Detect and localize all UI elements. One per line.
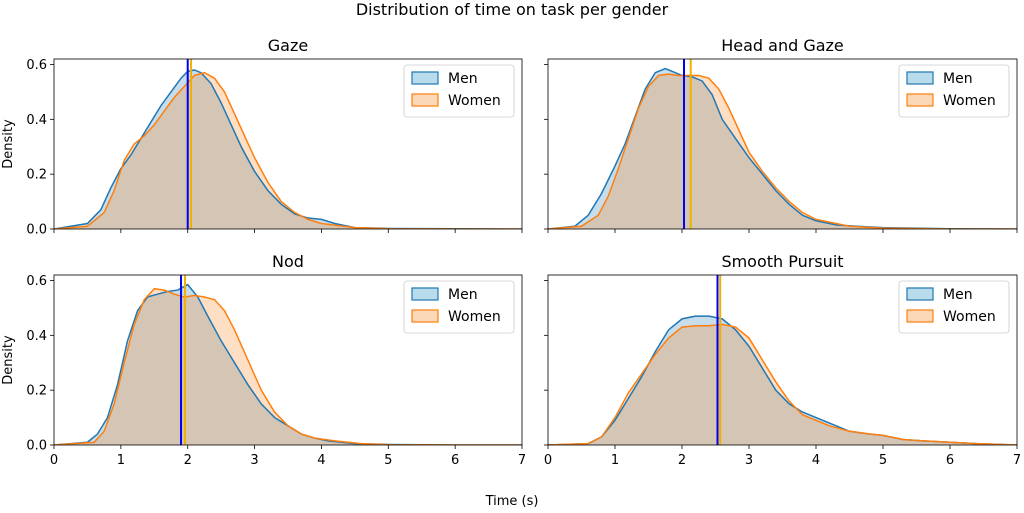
y-tick-label: 0.6: [26, 58, 47, 73]
plot-frame: [53, 274, 523, 446]
legend-swatch-men: [906, 287, 934, 301]
figure-title: Distribution of time on task per gender: [356, 0, 669, 19]
density-area-women: [548, 74, 1017, 229]
density-line-women: [548, 73, 1017, 229]
legend-label-women: Women: [943, 93, 996, 109]
legend: Men Women: [898, 280, 1010, 334]
legend-swatch-women: [411, 309, 439, 323]
x-tick-label: 7: [518, 453, 526, 468]
x-tick-label: 1: [117, 453, 125, 468]
chart-panel-3: Smooth Pursuit 0 1 2 3 4 5 6 7 Men Women: [544, 252, 1021, 468]
plot-frame: [547, 58, 1018, 230]
x-tick-label: 7: [1013, 453, 1021, 468]
x-tick-label: 6: [451, 453, 459, 468]
chart-panel-0: Gaze 0.0 0.2 0.4 0.6 Density Men Women: [1, 36, 523, 238]
y-tick-label: 0.2: [26, 384, 47, 399]
legend: Men Women: [403, 64, 515, 118]
y-axis-label: Density: [1, 335, 16, 385]
x-tick-label: 1: [611, 453, 619, 468]
y-axis-label: Density: [1, 119, 16, 169]
x-tick-label: 5: [879, 453, 887, 468]
density-line-women: [548, 323, 1017, 445]
x-tick-label: 4: [812, 453, 820, 468]
x-tick-label: 3: [745, 453, 753, 468]
panel-title: Nod: [272, 252, 304, 271]
legend-label-men: Men: [943, 287, 973, 303]
panel-title: Smooth Pursuit: [721, 252, 843, 271]
plot-frame: [547, 274, 1018, 446]
legend-label-women: Women: [943, 309, 996, 325]
density-line-women: [54, 287, 522, 445]
legend-label-men: Men: [943, 71, 973, 87]
density-line-men: [54, 69, 522, 229]
panel-title: Gaze: [268, 36, 308, 55]
chart-panel-2: Nod 0 1 2 3 4 5 6 7 0.0 0.2 0.4 0.6 Density Men Women: [1, 252, 526, 468]
x-tick-label: 0: [50, 453, 58, 468]
x-tick-label: 6: [946, 453, 954, 468]
density-area-men: [54, 284, 522, 445]
chart-panel-1: Head and Gaze Men Women: [544, 36, 1018, 233]
y-tick-label: 0.4: [26, 113, 47, 128]
density-area-men: [548, 68, 1017, 229]
plot-frame: [53, 58, 523, 230]
legend-label-men: Men: [448, 71, 478, 87]
legend-label-women: Women: [448, 309, 501, 325]
legend: Men Women: [403, 280, 515, 334]
legend-swatch-men: [411, 71, 439, 85]
y-tick-label: 0.2: [26, 168, 47, 183]
density-area-men: [548, 316, 1017, 445]
legend: Men Women: [898, 64, 1010, 118]
x-axis-label: Time (s): [485, 494, 539, 509]
density-area-women: [54, 288, 522, 445]
y-tick-label: 0.4: [26, 329, 47, 344]
density-area-women: [54, 72, 522, 229]
y-tick-label: 0.0: [26, 439, 47, 454]
legend-swatch-men: [411, 287, 439, 301]
legend-swatch-women: [411, 93, 439, 107]
panel-title: Head and Gaze: [721, 36, 844, 55]
legend-swatch-men: [906, 71, 934, 85]
density-line-men: [548, 67, 1017, 229]
legend-swatch-women: [906, 93, 934, 107]
x-tick-label: 0: [544, 453, 552, 468]
legend-label-women: Women: [448, 93, 501, 109]
y-tick-label: 0.0: [26, 223, 47, 238]
y-tick-label: 0.6: [26, 274, 47, 289]
legend-swatch-women: [906, 309, 934, 323]
x-tick-label: 2: [184, 453, 192, 468]
x-tick-label: 3: [250, 453, 258, 468]
density-area-men: [54, 69, 522, 229]
density-line-women: [54, 71, 522, 229]
density-area-women: [548, 324, 1017, 445]
x-tick-label: 2: [678, 453, 686, 468]
x-tick-label: 5: [384, 453, 392, 468]
legend-label-men: Men: [448, 287, 478, 303]
x-tick-label: 4: [317, 453, 325, 468]
